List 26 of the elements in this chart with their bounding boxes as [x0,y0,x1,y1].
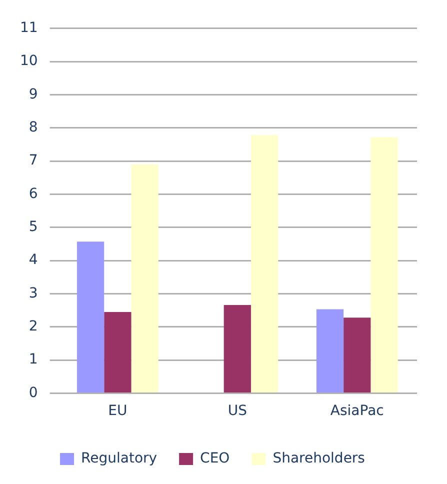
legend-label: Shareholders [272,450,365,467]
bar [250,135,278,392]
y-tick-label: 4 [28,252,38,268]
x-tick-label: US [228,403,248,420]
y-tick-label: 3 [28,285,38,302]
x-tick-label: AsiaPac [330,403,384,420]
y-tick-label: 11 [20,20,38,36]
bar [104,312,132,392]
y-tick-label: 8 [28,120,38,136]
bar [224,304,251,392]
legend-label: CEO [200,450,230,467]
bar [131,164,158,392]
bar [316,309,344,392]
y-tick-label: 1 [28,352,38,368]
y-tick-label: 10 [20,53,38,70]
bar [76,242,104,392]
y-tick-label: 5 [28,219,38,236]
y-tick-label: 7 [28,152,38,169]
y-tick-label: 9 [28,86,38,102]
x-tick-label: EU [108,403,128,420]
bar [370,137,398,392]
y-tick-label: 0 [28,384,38,401]
legend-label: Regulatory [81,450,158,467]
bar [344,318,371,392]
y-tick-label: 2 [28,318,38,335]
y-tick-label: 6 [28,186,38,202]
